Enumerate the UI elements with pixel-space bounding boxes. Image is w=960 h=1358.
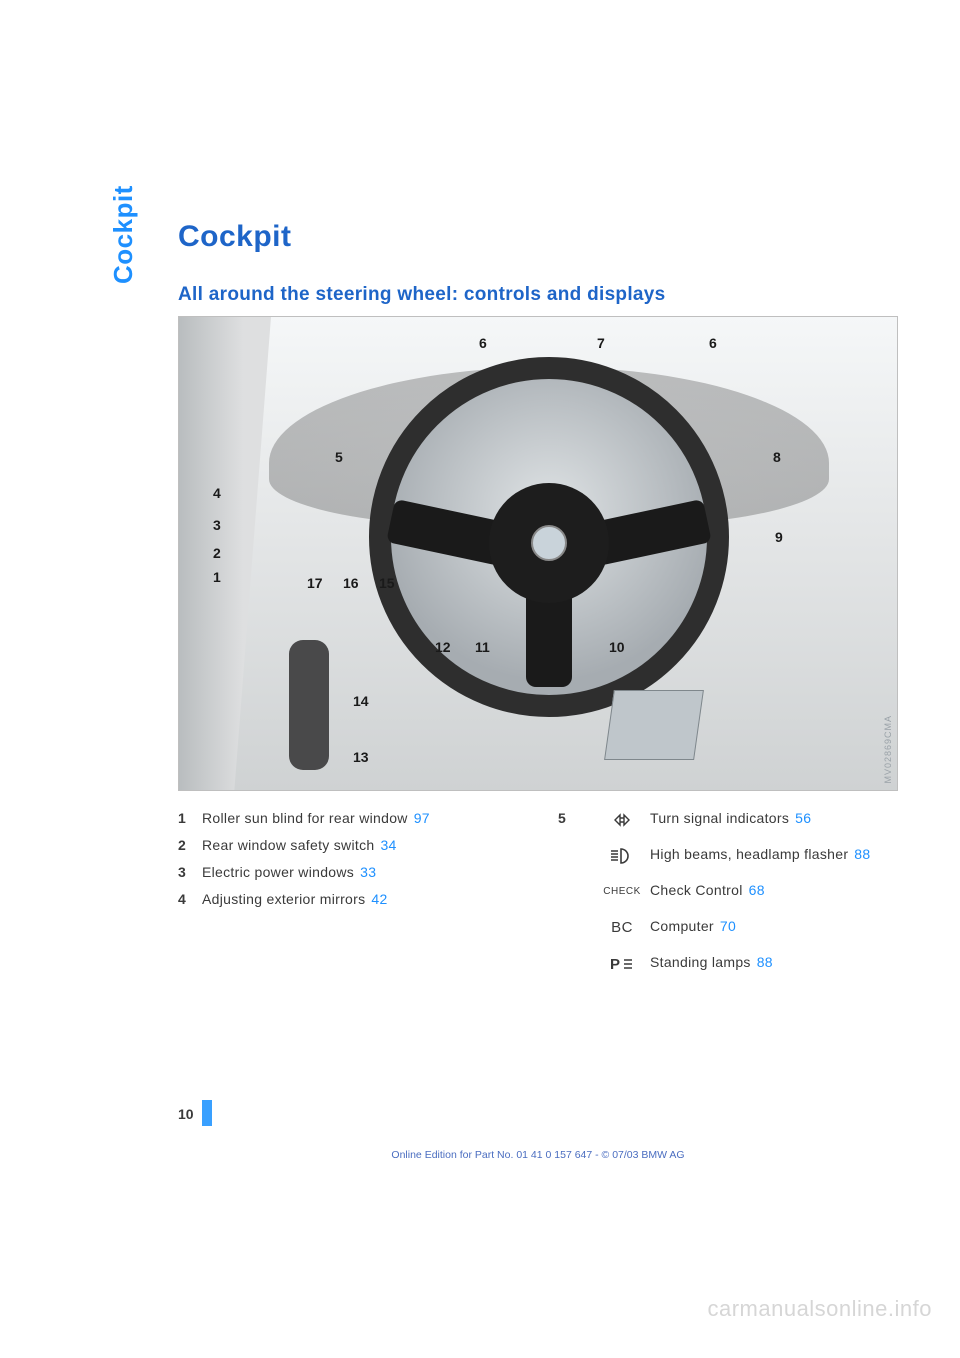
figure-callout: 17	[307, 575, 323, 591]
page-reference-link[interactable]: 70	[720, 918, 736, 934]
page-number: 10	[178, 1106, 202, 1126]
figure-callout: 5	[335, 449, 343, 465]
legend-label: Check Control68	[650, 881, 870, 900]
brand-logo	[531, 525, 567, 561]
cockpit-figure: 6 7 6 5 8 4 3 2 1 9 17 16 15 12 11 10 14 13 MV02869CMA	[178, 316, 898, 791]
page-reference-link[interactable]: 56	[795, 810, 811, 826]
figure-callout: 16	[343, 575, 359, 591]
legend-number: 2	[178, 836, 192, 855]
legend-icon-slot	[608, 845, 636, 867]
footer-text: Online Edition for Part No. 01 41 0 157 …	[391, 1149, 684, 1161]
door-panel-illustration	[179, 317, 271, 791]
icon-legend-item: Turn signal indicators56	[608, 809, 870, 831]
figure-callout: 10	[609, 639, 625, 655]
legend-label: Computer70	[650, 917, 870, 936]
legend-label: Adjusting exterior mirrors42	[202, 890, 518, 909]
page-reference-link[interactable]: 33	[360, 864, 376, 880]
content-area: Cockpit All around the steering wheel: c…	[178, 220, 898, 997]
legend-item: 1 Roller sun blind for rear window97	[178, 809, 518, 828]
legend-item: 4 Adjusting exterior mirrors42	[178, 890, 518, 909]
legend-icon-slot: P	[608, 953, 636, 975]
figure-callout: 3	[213, 517, 221, 533]
icon-legend-item: High beams, headlamp flasher88	[608, 845, 870, 867]
section-subtitle: All around the steering wheel: controls …	[178, 284, 898, 306]
legend-label: High beams, headlamp flasher88	[650, 845, 870, 864]
high-beam-icon	[608, 847, 636, 865]
figure-callout: 2	[213, 545, 221, 561]
legend-icon-slot: CHECK	[608, 881, 636, 903]
page-reference-link[interactable]: 34	[380, 837, 396, 853]
figure-callout: 8	[773, 449, 781, 465]
page-title: Cockpit	[178, 220, 898, 254]
icon-legend-list: Turn signal indicators56 High beams, head…	[608, 809, 870, 989]
page-reference-link[interactable]: 88	[757, 954, 773, 970]
computer-bc-icon: BC	[611, 918, 633, 938]
figure-credit: MV02869CMA	[883, 715, 893, 784]
legend-number: 4	[178, 890, 192, 909]
legend-item: 3 Electric power windows33	[178, 863, 518, 882]
icon-legend-item: BC Computer70	[608, 917, 870, 939]
footer: Online Edition for Part No. 01 41 0 157 …	[178, 1145, 898, 1163]
icon-legend-item: CHECK Check Control68	[608, 881, 870, 903]
icon-legend-item: P Standing lamps88	[608, 953, 870, 975]
figure-callout: 13	[353, 749, 369, 765]
figure-callout: 15	[379, 575, 395, 591]
page-number-accent	[202, 1100, 212, 1126]
legend-item: 2 Rear window safety switch34	[178, 836, 518, 855]
check-control-icon: CHECK	[603, 885, 641, 899]
legend-icon-slot: BC	[608, 917, 636, 939]
figure-callout: 6	[479, 335, 487, 351]
legend-right-column: 5 Turn signal indicators56 High beams, he…	[558, 809, 898, 997]
steering-wheel-illustration	[369, 357, 729, 717]
figure-callout: 6	[709, 335, 717, 351]
legend-icon-slot	[608, 809, 636, 831]
legend-label: Rear window safety switch34	[202, 836, 518, 855]
figure-callout: 7	[597, 335, 605, 351]
legend-left-column: 1 Roller sun blind for rear window97 2 Rear…	[178, 809, 518, 997]
legend-group-5: 5 Turn signal indicators56 High beams, he…	[558, 809, 898, 989]
legend-label: Roller sun blind for rear window97	[202, 809, 518, 828]
legend: 1 Roller sun blind for rear window97 2 Rear…	[178, 809, 898, 997]
legend-label: Electric power windows33	[202, 863, 518, 882]
pedal-illustration	[604, 690, 704, 760]
legend-label: Turn signal indicators56	[650, 809, 870, 828]
svg-text:P: P	[610, 956, 620, 973]
figure-callout: 4	[213, 485, 221, 501]
legend-number: 3	[178, 863, 192, 882]
figure-callout: 12	[435, 639, 451, 655]
legend-number: 5	[558, 809, 572, 828]
page-reference-link[interactable]: 68	[749, 882, 765, 898]
watermark: carmanualsonline.info	[707, 1296, 932, 1322]
figure-callout: 14	[353, 693, 369, 709]
figure-callout: 1	[213, 569, 221, 585]
page-reference-link[interactable]: 42	[371, 891, 387, 907]
section-tab: Cockpit	[108, 185, 139, 284]
figure-callout: 9	[775, 529, 783, 545]
page-reference-link[interactable]: 88	[854, 846, 870, 862]
standing-lamps-icon: P	[608, 955, 636, 973]
legend-number: 1	[178, 809, 192, 828]
gear-lever-illustration	[289, 640, 329, 770]
page: Cockpit Cockpit All around the steering …	[0, 0, 960, 1358]
turn-signal-icon	[608, 812, 636, 828]
page-number-block: 10	[178, 1100, 212, 1126]
legend-label: Standing lamps88	[650, 953, 870, 972]
page-reference-link[interactable]: 97	[414, 810, 430, 826]
figure-callout: 11	[475, 639, 490, 655]
wheel-hub	[489, 483, 609, 603]
